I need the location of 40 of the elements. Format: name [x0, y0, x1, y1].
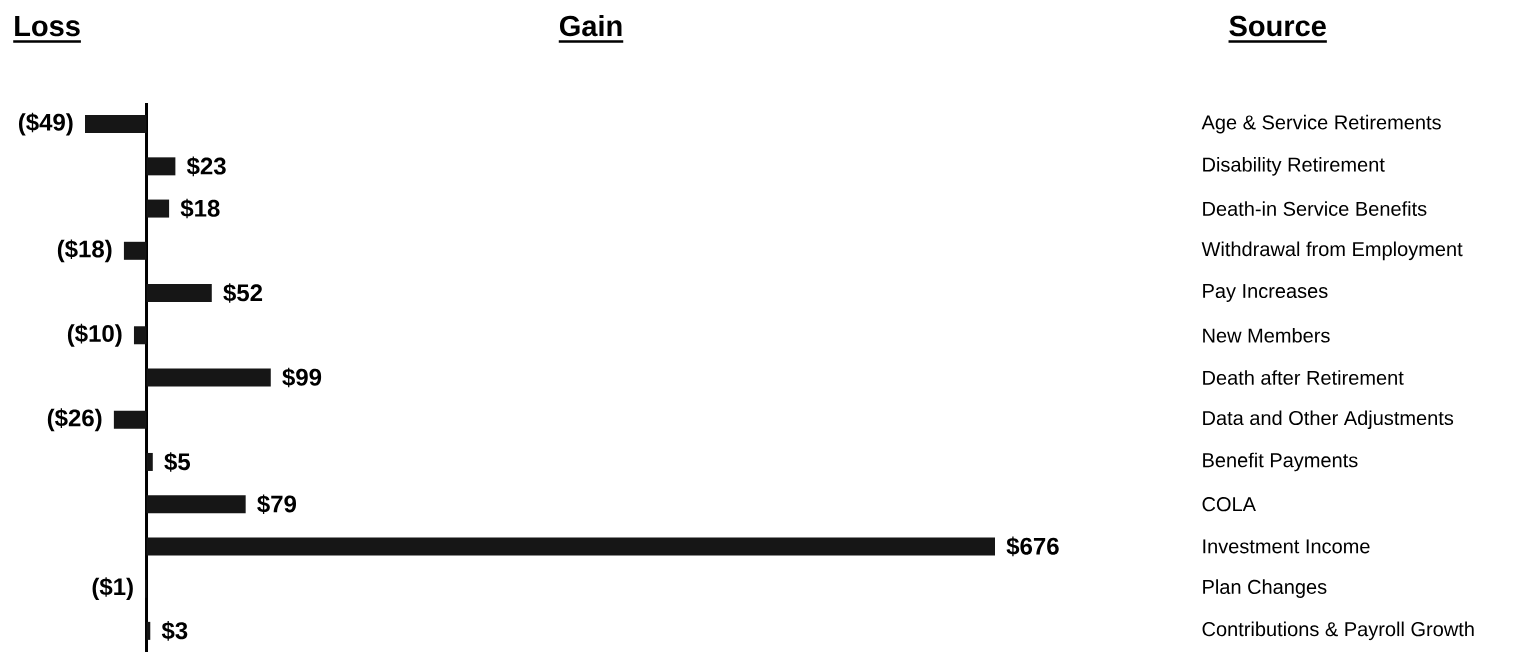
data-label: $5	[164, 452, 190, 472]
data-label: ($10)	[67, 323, 122, 347]
data-label: ($18)	[57, 239, 112, 263]
y-tick-label: New Members	[1203, 327, 1330, 343]
data-label: ($49)	[18, 112, 73, 136]
data-label: $18	[180, 198, 220, 219]
text: Loss	[15, 16, 80, 37]
y-tick-label: Death-in Service Benefits	[1203, 201, 1427, 216]
bar	[146, 452, 153, 471]
bar	[123, 241, 147, 260]
bar	[113, 410, 147, 429]
y-axis-title: Source	[1229, 15, 1326, 37]
y-tick-label: Pay Increases	[1203, 284, 1328, 302]
data-label: ($26)	[47, 408, 102, 432]
y-tick-label: COLA	[1202, 497, 1256, 512]
data-label: $79	[257, 494, 297, 514]
data-label: ($1)	[92, 577, 133, 601]
y-tick-label: Benefit Payments	[1203, 452, 1358, 472]
data-label: $52	[223, 283, 263, 303]
bar	[146, 495, 246, 514]
bar	[146, 284, 212, 303]
bar	[146, 199, 170, 218]
data-label: $99	[282, 367, 322, 388]
bar	[146, 368, 271, 387]
data-label: $3	[161, 621, 188, 641]
y-tick-label: Contributions & Payroll Growth	[1202, 621, 1474, 641]
y-tick-label: Withdrawal from Employment	[1201, 241, 1463, 261]
bar	[146, 537, 995, 556]
data-label: $23	[186, 156, 226, 177]
y-tick-label: Death after Retirement	[1203, 370, 1404, 385]
bar	[146, 157, 176, 176]
bar	[133, 326, 147, 345]
data-label: $676	[1006, 536, 1059, 557]
y-tick-label: Investment Income	[1203, 539, 1370, 554]
y-tick-label: Age & Service Retirements	[1201, 114, 1441, 134]
text: Gain	[559, 14, 622, 37]
bar	[85, 115, 147, 134]
y-tick-label: Disability Retirement	[1203, 157, 1385, 176]
y-tick-label: Plan Changes	[1203, 579, 1327, 598]
y-tick-label: Data and Other Adjustments	[1203, 410, 1454, 430]
